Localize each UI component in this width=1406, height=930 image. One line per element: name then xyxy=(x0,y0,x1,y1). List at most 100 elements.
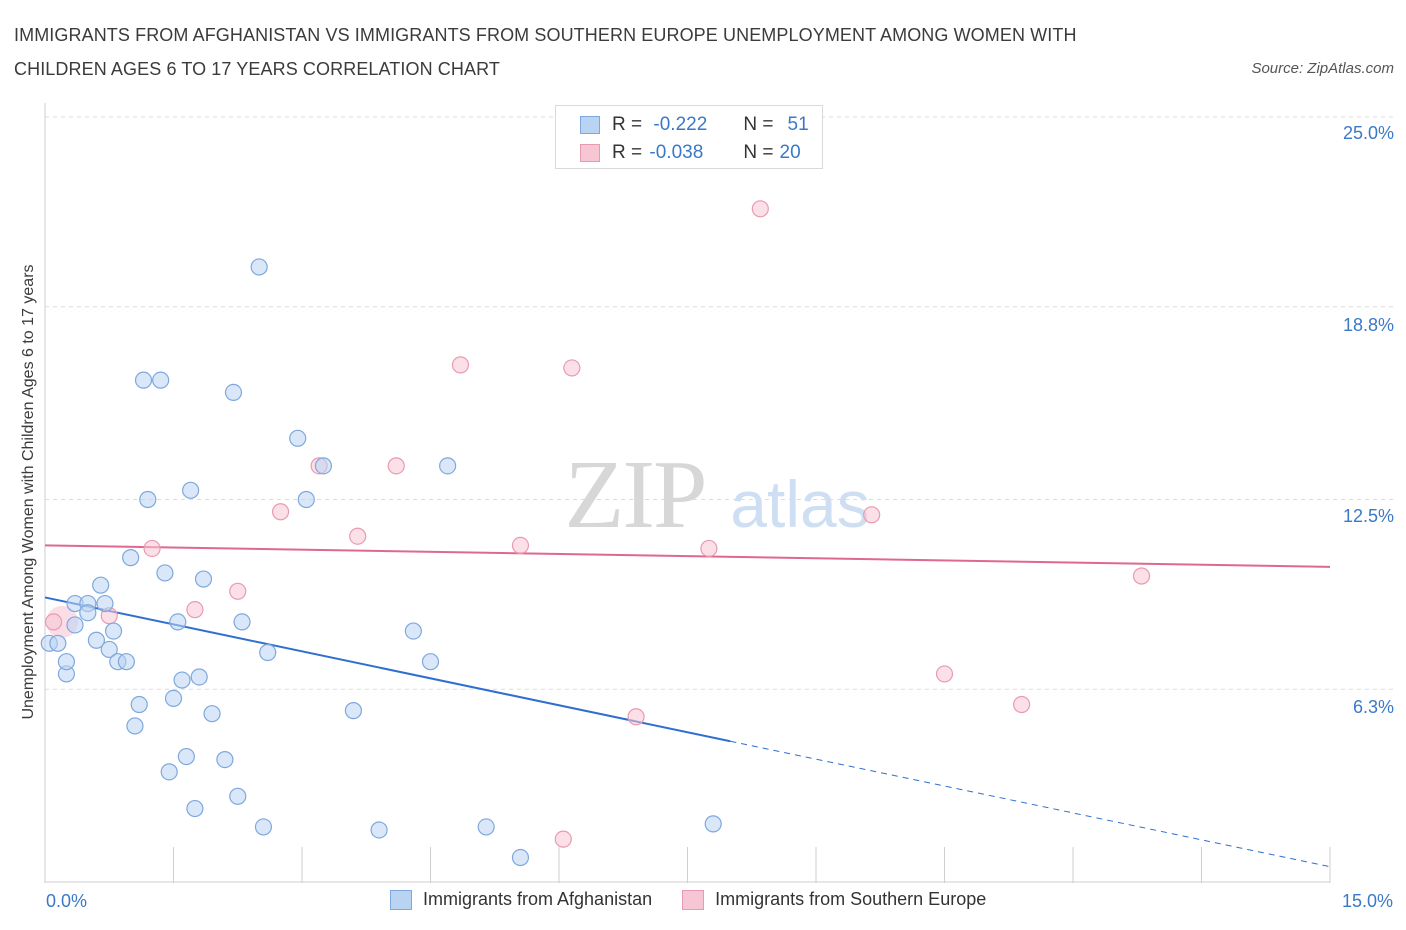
trend-line-afghanistan xyxy=(44,596,731,743)
data-point xyxy=(190,668,208,686)
trend-line-afghanistan-extrapolated xyxy=(730,740,1331,868)
data-point xyxy=(250,258,268,276)
data-point xyxy=(349,527,367,545)
legend-swatch-pink xyxy=(682,889,705,910)
data-point xyxy=(259,643,277,662)
data-point xyxy=(439,457,457,475)
data-point xyxy=(451,356,470,374)
data-point xyxy=(164,689,183,708)
data-point xyxy=(66,616,84,634)
legend-swatch-pink xyxy=(580,144,600,162)
legend-swatch-blue xyxy=(390,889,412,910)
data-point xyxy=(126,717,144,735)
legend-swatch-blue xyxy=(580,116,600,134)
legend-label: Immigrants from Southern Europe xyxy=(715,889,987,909)
y-tick-label: 18.8% xyxy=(1342,315,1394,335)
data-point xyxy=(194,570,213,588)
data-point xyxy=(224,383,243,401)
data-point xyxy=(216,750,234,769)
data-point xyxy=(130,695,148,714)
data-point xyxy=(935,665,954,683)
legend-n-value: 51 xyxy=(787,114,809,135)
y-tick-label: 12.5% xyxy=(1342,506,1394,526)
data-point xyxy=(203,705,221,723)
data-point xyxy=(1012,695,1031,714)
data-point xyxy=(229,787,247,805)
legend-row-afghanistan: R = -0.222 N = 51 xyxy=(580,113,809,137)
data-point xyxy=(344,702,362,720)
data-point xyxy=(152,371,170,389)
watermark-atlas: atlas xyxy=(730,467,869,541)
series-afghanistan-points xyxy=(40,258,722,867)
data-point xyxy=(289,429,307,447)
legend-label: Immigrants from Afghanistan xyxy=(423,889,653,909)
data-point xyxy=(751,200,769,218)
data-point xyxy=(49,634,67,652)
data-point xyxy=(139,490,157,509)
data-point xyxy=(271,503,290,521)
data-point xyxy=(314,457,333,475)
data-point xyxy=(186,601,204,619)
legend-n-label: N = xyxy=(743,142,774,163)
data-point xyxy=(511,848,530,867)
data-point xyxy=(421,653,440,671)
data-point xyxy=(370,821,388,839)
stats-legend: R = -0.222 N = 51 R = -0.038 N = 20 xyxy=(555,105,823,169)
legend-item-afghanistan[interactable]: Immigrants from Afghanistan xyxy=(390,889,652,910)
legend-r-label: R = xyxy=(612,142,643,163)
y-tick-label: 6.3% xyxy=(1352,697,1394,717)
legend-n-label: N = xyxy=(743,114,774,135)
data-point xyxy=(511,536,530,555)
grid-lines xyxy=(45,116,1395,690)
data-point xyxy=(297,490,315,509)
data-point xyxy=(169,613,187,631)
data-point xyxy=(92,576,110,594)
data-point xyxy=(233,613,251,631)
data-point xyxy=(387,457,405,475)
watermark: ZIP atlas xyxy=(565,441,870,549)
trend-line-southern-europe xyxy=(44,544,1331,568)
legend-r-value: -0.038 xyxy=(649,142,704,163)
data-point xyxy=(229,582,247,600)
data-point xyxy=(863,506,881,524)
data-point xyxy=(627,708,645,726)
data-point xyxy=(117,653,135,671)
trend-lines xyxy=(44,544,1331,868)
data-point xyxy=(44,613,63,631)
data-point xyxy=(477,818,495,836)
data-point xyxy=(156,564,174,582)
watermark-zip: ZIP xyxy=(565,441,706,549)
legend-n-value: 20 xyxy=(779,142,801,163)
legend-row-southern-europe: R = -0.038 N = 20 xyxy=(580,141,801,165)
series-legend: Immigrants from Afghanistan Immigrants f… xyxy=(390,889,1016,910)
legend-r-value: -0.222 xyxy=(653,114,708,135)
data-point xyxy=(160,763,178,781)
data-point xyxy=(186,799,204,818)
data-point xyxy=(57,653,76,671)
data-point xyxy=(177,747,195,766)
y-tick-label: 25.0% xyxy=(1342,123,1394,143)
data-point xyxy=(404,622,422,640)
data-point xyxy=(143,539,161,558)
axes xyxy=(44,103,1331,883)
data-point xyxy=(704,815,722,833)
data-point xyxy=(96,594,114,613)
data-point xyxy=(700,539,718,558)
data-point xyxy=(104,622,123,640)
data-point xyxy=(134,371,153,389)
data-point xyxy=(173,671,191,689)
legend-item-southern-europe[interactable]: Immigrants from Southern Europe xyxy=(682,889,986,910)
data-point xyxy=(122,549,140,567)
chart-title: IMMIGRANTS FROM AFGHANISTAN VS IMMIGRANT… xyxy=(14,25,1077,79)
data-point xyxy=(563,359,581,377)
data-point xyxy=(1132,567,1151,585)
data-point xyxy=(554,830,572,848)
source-label: Source: ZipAtlas.com xyxy=(1251,60,1394,77)
x-tick-label: 15.0% xyxy=(1341,891,1393,911)
x-tick-label: 0.0% xyxy=(46,891,88,911)
data-point xyxy=(87,631,106,649)
data-point xyxy=(182,481,200,499)
legend-r-label: R = xyxy=(612,114,643,135)
data-point xyxy=(100,640,118,659)
